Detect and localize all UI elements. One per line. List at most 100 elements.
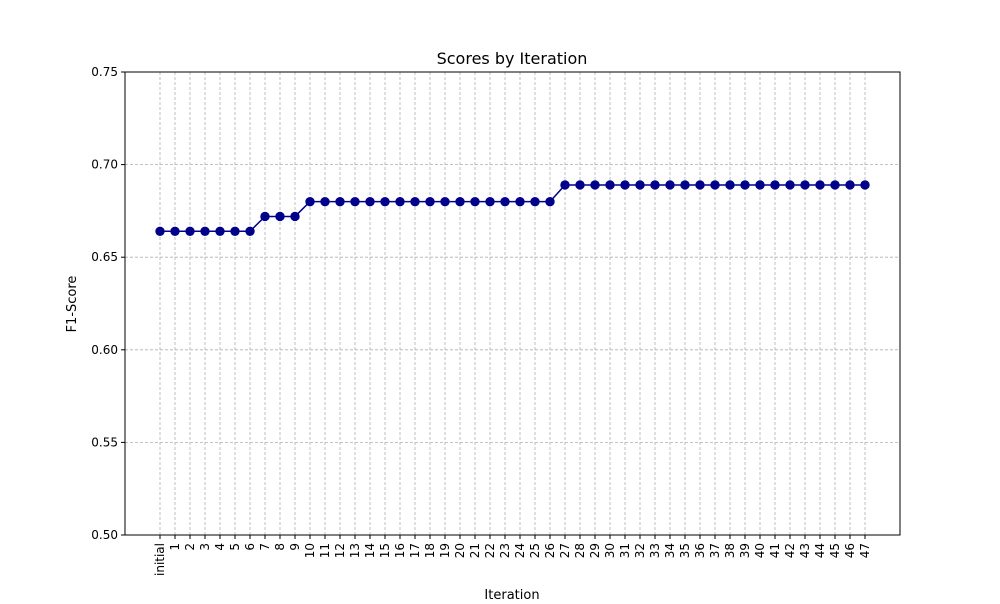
x-tick-label: 16 xyxy=(393,543,407,558)
data-point xyxy=(305,196,315,207)
x-tick-label: 32 xyxy=(633,543,647,558)
y-tick-label: 0.75 xyxy=(91,65,118,79)
x-tick-label: 18 xyxy=(423,543,437,558)
data-point xyxy=(590,180,600,190)
y-tick-label: 0.65 xyxy=(91,250,118,264)
x-tick-label: 8 xyxy=(273,543,287,551)
x-tick-label: 34 xyxy=(663,543,677,558)
data-point xyxy=(710,180,720,190)
grid-layer xyxy=(125,71,900,536)
data-point xyxy=(620,180,630,190)
data-point xyxy=(680,180,690,190)
data-point xyxy=(365,196,375,207)
x-tick-label: 43 xyxy=(798,543,812,558)
data-point xyxy=(545,196,555,207)
y-tick-label: 0.55 xyxy=(91,435,118,449)
data-point xyxy=(425,196,435,207)
data-point xyxy=(170,226,180,236)
data-point xyxy=(770,180,780,190)
data-point xyxy=(275,211,285,222)
x-tick-label: 38 xyxy=(723,543,737,558)
x-tick-label: 12 xyxy=(333,543,347,558)
x-tick-label: 13 xyxy=(348,543,362,558)
x-tick-label: 15 xyxy=(378,543,392,558)
data-point xyxy=(515,196,525,207)
data-point xyxy=(410,196,420,207)
x-tick-label: 23 xyxy=(498,543,512,558)
x-tick-label: 40 xyxy=(753,543,767,558)
x-tick-label: 27 xyxy=(558,543,572,558)
x-axis-ticks: initial 1 2 3 4 5 6 7 8 9 10 11 12 13 14 15 16 17 18 19 20 21… xyxy=(153,535,872,576)
y-axis-title: F1-Score xyxy=(65,276,80,333)
data-point xyxy=(800,180,810,190)
data-point xyxy=(755,180,765,190)
x-tick-label: initial xyxy=(153,543,167,576)
plot-frame xyxy=(124,71,901,536)
x-tick-label: 39 xyxy=(738,543,752,558)
x-tick-label: 37 xyxy=(708,543,722,558)
x-tick-label: 2 xyxy=(183,543,197,551)
data-point xyxy=(485,196,495,207)
data-point xyxy=(725,180,735,190)
x-tick-label: 1 xyxy=(168,543,182,551)
x-tick-label: 11 xyxy=(318,543,332,558)
y-tick-label: 0.50 xyxy=(91,528,118,542)
series-line xyxy=(160,184,865,233)
data-point xyxy=(440,196,450,207)
data-point xyxy=(500,196,510,207)
y-tick-label: 0.60 xyxy=(91,343,118,357)
y-axis-ticks: 0.50 0.55 0.60 0.65 0.70 0.75 xyxy=(91,65,125,542)
data-point xyxy=(785,180,795,190)
x-tick-label: 33 xyxy=(648,543,662,558)
data-point xyxy=(320,196,330,207)
x-tick-label: 28 xyxy=(573,543,587,558)
data-point xyxy=(200,226,210,236)
x-tick-label: 35 xyxy=(678,543,692,558)
data-point xyxy=(635,180,645,190)
data-point xyxy=(740,180,750,190)
data-point xyxy=(530,196,540,207)
chart-title: Scores by Iteration xyxy=(437,49,588,68)
data-point xyxy=(230,226,240,236)
x-tick-label: 25 xyxy=(528,543,542,558)
data-point xyxy=(395,196,405,207)
data-point xyxy=(215,226,225,236)
data-point xyxy=(245,226,255,236)
x-tick-label: 4 xyxy=(213,543,227,551)
x-tick-label: 45 xyxy=(828,543,842,558)
data-point xyxy=(695,180,705,190)
x-tick-label: 44 xyxy=(813,543,827,558)
data-point xyxy=(335,196,345,207)
data-point xyxy=(380,196,390,207)
data-point xyxy=(830,180,840,190)
data-point xyxy=(845,180,855,190)
data-point xyxy=(650,180,660,190)
data-point xyxy=(155,226,165,236)
x-tick-label: 22 xyxy=(483,543,497,558)
data-point xyxy=(185,226,195,236)
x-tick-label: 24 xyxy=(513,543,527,558)
x-tick-label: 29 xyxy=(588,543,602,558)
data-point xyxy=(665,180,675,190)
data-point xyxy=(815,180,825,190)
x-tick-label: 26 xyxy=(543,543,557,558)
x-tick-label: 14 xyxy=(363,543,377,558)
x-tick-label: 20 xyxy=(453,543,467,558)
x-tick-label: 36 xyxy=(693,543,707,558)
x-tick-label: 10 xyxy=(303,543,317,558)
data-point xyxy=(575,180,585,190)
x-tick-label: 3 xyxy=(198,543,212,551)
data-point xyxy=(860,180,870,190)
x-tick-label: 47 xyxy=(858,543,872,558)
x-tick-label: 30 xyxy=(603,543,617,558)
data-point xyxy=(455,196,465,207)
data-point xyxy=(470,196,480,207)
data-point xyxy=(560,180,570,190)
y-tick-label: 0.70 xyxy=(91,158,118,172)
data-point xyxy=(260,211,270,222)
x-tick-label: 31 xyxy=(618,543,632,558)
x-tick-label: 7 xyxy=(258,543,272,551)
x-tick-label: 41 xyxy=(768,543,782,558)
x-tick-label: 5 xyxy=(228,543,242,551)
